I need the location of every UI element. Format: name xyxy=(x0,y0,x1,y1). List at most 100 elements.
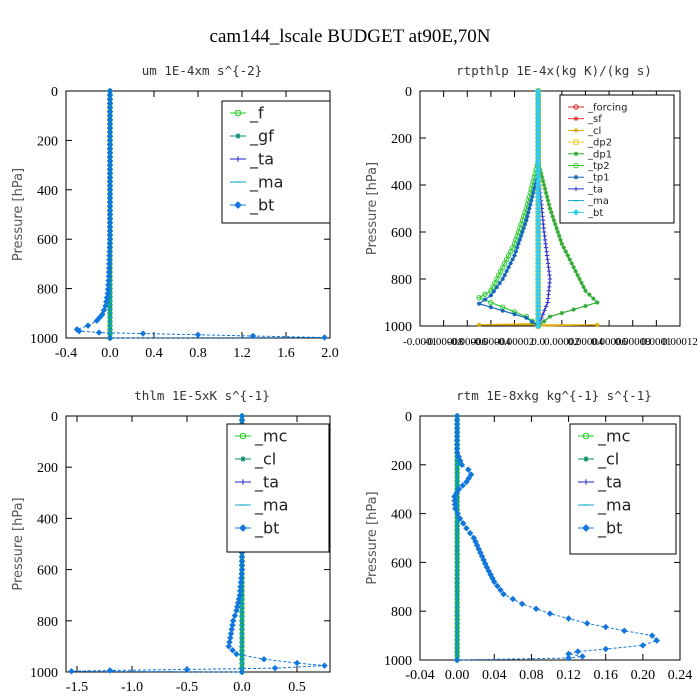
data-point xyxy=(556,233,562,239)
data-point xyxy=(488,299,494,306)
legend-entry-label: _forcing xyxy=(587,103,628,114)
data-point xyxy=(573,268,578,274)
data-point xyxy=(587,292,592,297)
legend: _f _gf _ta _ma _bt xyxy=(221,100,331,224)
chart-title: um 1E-4xm s^{-2} xyxy=(142,63,262,78)
data-point xyxy=(459,520,467,527)
data-point xyxy=(546,202,552,207)
plot-frame xyxy=(419,415,681,661)
data-point xyxy=(545,261,551,266)
data-point xyxy=(541,225,546,231)
x-tick-label: 0.00 xyxy=(445,668,470,683)
series-bt xyxy=(534,87,542,330)
data-point xyxy=(543,190,549,196)
y-tick-label: 0 xyxy=(51,410,58,425)
y-axis-label: Pressure [hPa] xyxy=(11,168,26,261)
y-tick-label: 800 xyxy=(37,615,58,630)
series-bt xyxy=(451,412,661,664)
data-point xyxy=(514,245,520,250)
data-point xyxy=(547,280,552,286)
y-tick-label: 1000 xyxy=(30,666,58,681)
data-point xyxy=(506,265,511,270)
legend-entry-label: _ma xyxy=(597,496,631,516)
y-tick-label: 600 xyxy=(391,226,412,241)
data-point xyxy=(321,662,328,669)
data-point xyxy=(591,296,596,301)
data-point xyxy=(547,272,552,278)
legend-swatch-marker xyxy=(573,116,579,121)
x-tick-label: 0.00006 xyxy=(591,336,627,348)
data-point xyxy=(516,241,521,246)
data-point xyxy=(494,582,501,590)
data-point xyxy=(565,615,572,622)
chart-panel-2: rtpthlp 1E-4x(kg K)/(kg s) Pressure [hPa]… xyxy=(365,63,698,348)
data-point xyxy=(500,276,505,282)
data-point xyxy=(545,300,550,305)
data-point xyxy=(528,202,533,207)
x-tick-label: 0.4 xyxy=(145,346,163,361)
x-tick-label: 0.04 xyxy=(482,668,507,683)
data-point xyxy=(491,578,498,586)
legend-entry-label: _bt xyxy=(597,519,622,539)
data-point xyxy=(595,300,600,305)
data-point xyxy=(583,620,591,627)
data-point xyxy=(546,268,552,274)
data-point xyxy=(84,322,92,329)
data-point xyxy=(521,225,526,231)
legend-swatch-marker xyxy=(240,479,246,485)
data-point xyxy=(509,595,517,603)
data-point xyxy=(547,206,553,211)
data-point xyxy=(648,632,656,639)
y-tick-label: 0 xyxy=(405,410,412,425)
data-point xyxy=(68,668,75,675)
x-tick-label: 1.2 xyxy=(233,346,251,361)
y-tick-label: 200 xyxy=(37,134,58,149)
x-tick-label: -0.4 xyxy=(55,346,77,361)
data-point xyxy=(452,505,459,512)
data-point xyxy=(577,276,582,282)
legend-entry-label: _ma xyxy=(254,496,288,516)
legend-entry-label: _ta xyxy=(597,473,622,493)
data-point xyxy=(520,229,525,235)
data-point xyxy=(463,478,470,486)
y-tick-label: 600 xyxy=(37,233,58,248)
y-tick-label: 0 xyxy=(405,85,412,100)
data-point xyxy=(639,642,647,649)
legend: _forcing_sf_cl_dp2_dp1_tp2_tp1_ta_ma_bt xyxy=(559,94,675,224)
data-point xyxy=(517,237,522,243)
y-tick-label: 200 xyxy=(37,461,58,476)
data-point xyxy=(541,319,547,324)
series-bt xyxy=(73,87,328,342)
data-point xyxy=(476,322,482,328)
x-tick-label: 0.08 xyxy=(519,668,544,683)
data-point xyxy=(502,272,507,278)
y-axis-label: Pressure [hPa] xyxy=(365,491,380,584)
legend-swatch-marker xyxy=(573,186,579,192)
data-point xyxy=(529,198,534,203)
data-point xyxy=(558,237,563,243)
legend-entry-label: _tp2 xyxy=(587,161,610,172)
legend-swatch-marker xyxy=(239,432,247,440)
data-point xyxy=(571,307,576,312)
data-point xyxy=(559,241,565,246)
data-point xyxy=(555,229,561,235)
data-point xyxy=(544,249,549,254)
data-point xyxy=(321,334,328,341)
y-tick-label: 1000 xyxy=(384,320,412,335)
legend-swatch-marker xyxy=(234,109,242,117)
y-tick-label: 1000 xyxy=(384,654,412,669)
legend-entry-label: _bt xyxy=(249,196,274,216)
data-point xyxy=(547,276,553,282)
data-point xyxy=(194,331,202,339)
data-point xyxy=(459,482,466,489)
legend-entry-label: _f xyxy=(249,104,264,124)
data-point xyxy=(540,178,546,184)
data-point xyxy=(95,329,103,336)
data-point xyxy=(454,510,461,517)
data-point xyxy=(543,245,549,250)
x-tick-label: 0.20 xyxy=(631,668,656,683)
legend-swatch-marker xyxy=(573,175,579,180)
data-point xyxy=(571,265,576,270)
x-tick-label: 1.6 xyxy=(277,346,295,361)
data-point xyxy=(532,605,540,612)
